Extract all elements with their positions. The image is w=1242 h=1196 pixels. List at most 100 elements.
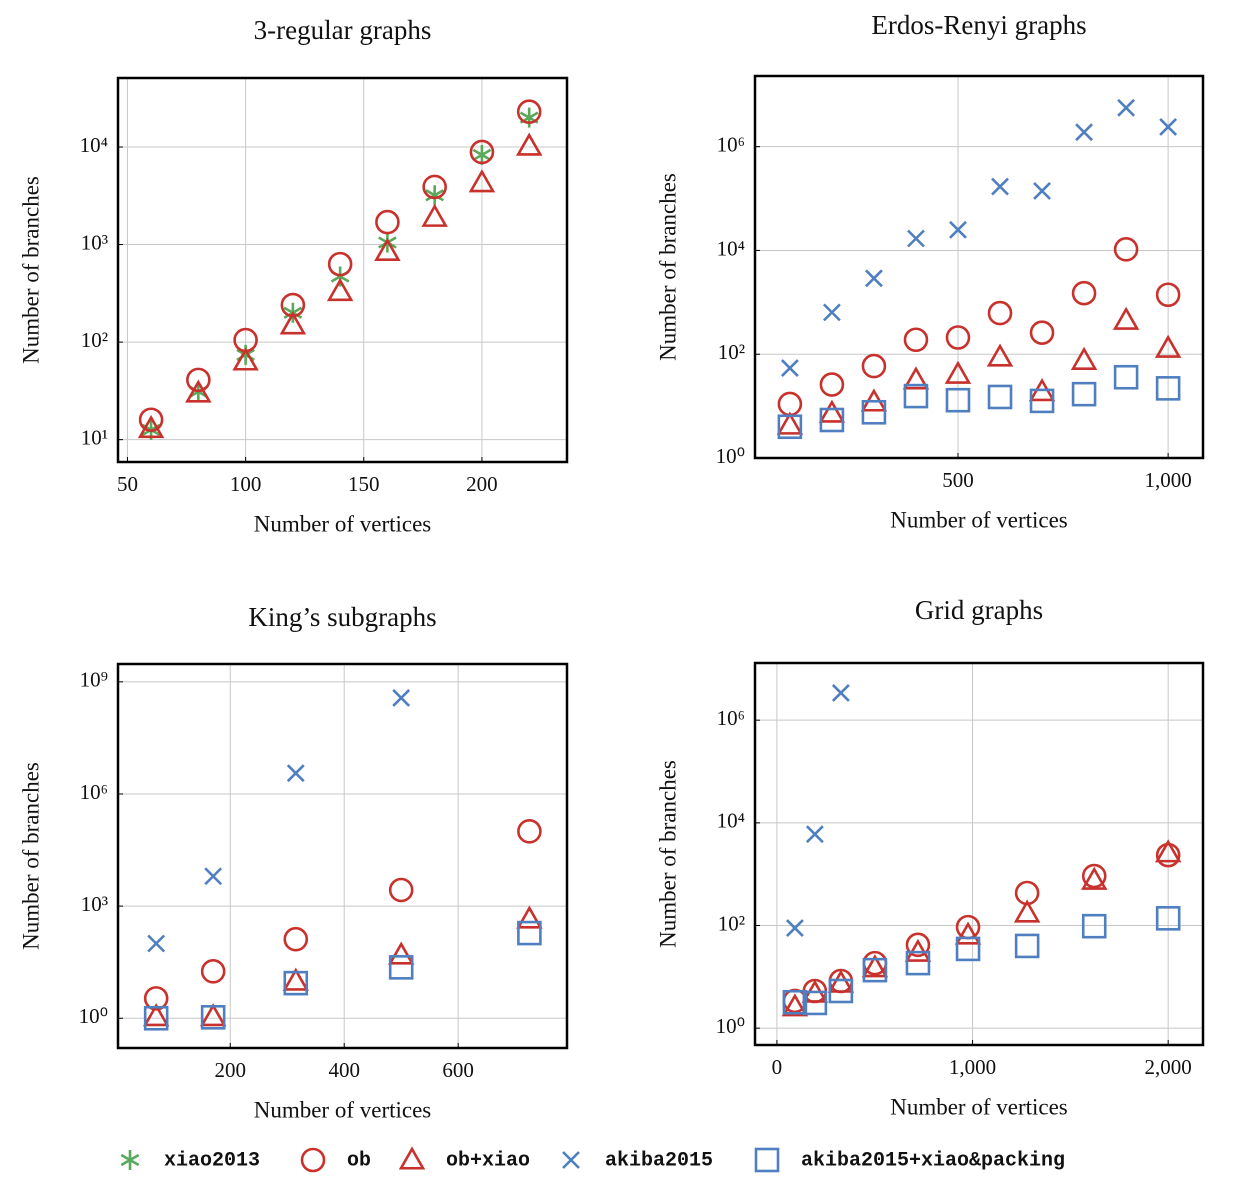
y-axis-label: Number of branches <box>655 760 680 948</box>
marker-circle <box>1081 863 1107 889</box>
marker-triangle <box>1080 866 1108 890</box>
marker-triangle <box>282 967 310 991</box>
x-axis-label: Number of vertices <box>890 1094 1068 1119</box>
marker-triangle <box>516 905 543 929</box>
marker-square <box>388 955 414 980</box>
y-tick-label: 10⁶ <box>717 132 745 156</box>
chart-title: King’s subgraphs <box>248 602 436 632</box>
y-tick-label: 10⁶ <box>717 706 745 730</box>
marker-triangle <box>421 203 448 227</box>
x-tick-label: 200 <box>215 1058 247 1082</box>
marker-triangle <box>1154 839 1182 863</box>
x-tick-label: 200 <box>466 472 498 496</box>
chart-title: Erdos-Renyi graphs <box>871 10 1086 40</box>
marker-square <box>945 387 971 413</box>
marker-x <box>822 303 841 322</box>
marker-triangle <box>137 414 165 439</box>
marker-circle <box>819 372 845 397</box>
plot-frame <box>753 74 1205 460</box>
marker-triangle <box>199 1003 227 1027</box>
marker-square <box>1155 376 1181 401</box>
marker-triangle <box>515 132 543 156</box>
marker-x <box>991 177 1009 196</box>
marker-square <box>861 399 887 425</box>
y-tick-label: 10⁰ <box>716 444 745 468</box>
marker-triangle <box>1154 334 1182 358</box>
legend-marker <box>300 1147 326 1173</box>
marker-circle <box>375 209 400 235</box>
marker-triangle <box>986 343 1014 367</box>
panel: King’s subgraphs Number of vertices Number… <box>18 602 569 1122</box>
marker-circle <box>1113 237 1139 262</box>
legend-marker <box>562 1151 580 1169</box>
chart-title: Grid graphs <box>915 595 1043 625</box>
marker-square <box>987 384 1013 410</box>
marker-circle <box>283 926 309 952</box>
marker-triangle <box>387 941 415 965</box>
marker-x <box>805 825 824 844</box>
marker-triangle <box>374 237 401 261</box>
marker-triangle <box>902 366 930 390</box>
x-axis-label: Number of vertices <box>254 511 432 536</box>
marker-x <box>1033 182 1051 200</box>
marker-asterisk <box>330 266 350 287</box>
marker-asterisk <box>472 144 492 165</box>
x-tick-label: 2,000 <box>1145 1055 1192 1079</box>
marker-square <box>1113 364 1139 390</box>
marker-circle <box>388 877 414 903</box>
y-tick-label: 10² <box>718 340 745 364</box>
marker-x <box>204 867 223 886</box>
marker-circle <box>516 99 542 125</box>
plot-frame <box>753 661 1205 1047</box>
marker-triangle <box>861 954 889 978</box>
y-tick-label: 10⁴ <box>80 133 108 157</box>
y-tick-label: 10¹ <box>81 425 108 449</box>
marker-triangle <box>1070 346 1098 370</box>
legend-label: ob+xiao <box>446 1149 530 1172</box>
marker-circle <box>955 914 981 940</box>
marker-asterisk <box>425 185 445 206</box>
marker-x <box>865 269 883 288</box>
marker-circle <box>945 325 971 350</box>
marker-square <box>143 1005 169 1031</box>
marker-circle <box>861 353 887 379</box>
marker-circle <box>327 251 353 277</box>
marker-square <box>955 936 981 962</box>
chart-title: 3-regular graphs <box>254 15 432 45</box>
x-tick-label: 600 <box>442 1058 474 1082</box>
marker-circle <box>903 327 929 353</box>
marker-x <box>1075 123 1093 142</box>
marker-square <box>782 989 808 1015</box>
marker-square <box>777 414 803 440</box>
marker-triangle <box>1112 306 1140 330</box>
marker-triangle <box>944 360 972 384</box>
marker-triangle <box>142 1003 170 1027</box>
marker-circle <box>517 819 542 844</box>
panel: Erdos-Renyi graphs Number of vertices Numb… <box>655 10 1205 532</box>
marker-x <box>392 689 411 707</box>
marker-square <box>1014 933 1040 959</box>
marker-x <box>785 919 804 938</box>
legend-marker <box>398 1146 426 1170</box>
marker-x <box>286 764 305 783</box>
plot-frame <box>116 76 569 464</box>
marker-x <box>1117 98 1136 117</box>
x-tick-label: 500 <box>942 468 974 492</box>
marker-circle <box>138 407 164 433</box>
marker-triangle <box>279 311 307 335</box>
x-axis-label: Number of vertices <box>890 507 1068 532</box>
marker-circle <box>143 986 169 1011</box>
marker-x <box>147 934 166 953</box>
plot-frame <box>116 662 569 1050</box>
marker-circle <box>1155 282 1181 308</box>
marker-circle <box>422 174 447 200</box>
y-tick-label: 10² <box>81 328 108 352</box>
x-tick-label: 400 <box>328 1058 360 1082</box>
legend-label: ob <box>347 1149 371 1172</box>
x-axis-label: Number of vertices <box>254 1097 432 1122</box>
marker-triangle <box>1013 899 1041 923</box>
marker-square <box>905 950 931 976</box>
y-tick-label: 10⁴ <box>717 809 745 833</box>
y-axis-label: Number of branches <box>18 762 43 950</box>
marker-x <box>1159 118 1178 136</box>
